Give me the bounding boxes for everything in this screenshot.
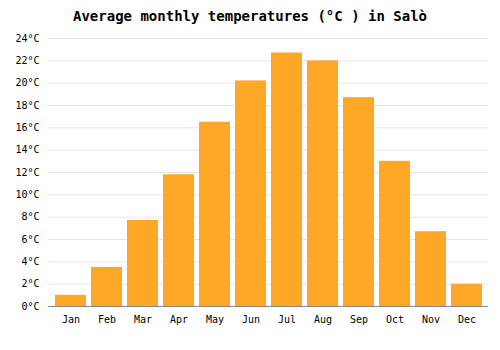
svg-text:4°C: 4°C bbox=[21, 256, 39, 267]
svg-text:2°C: 2°C bbox=[21, 278, 39, 289]
svg-text:Jul: Jul bbox=[278, 314, 296, 325]
svg-text:Feb: Feb bbox=[98, 314, 116, 325]
svg-text:12°C: 12°C bbox=[15, 167, 39, 178]
svg-text:8°C: 8°C bbox=[21, 211, 39, 222]
svg-text:Nov: Nov bbox=[422, 314, 440, 325]
svg-text:Jan: Jan bbox=[62, 314, 80, 325]
svg-text:Oct: Oct bbox=[386, 314, 404, 325]
svg-text:0°C: 0°C bbox=[21, 301, 39, 312]
svg-text:Mar: Mar bbox=[134, 314, 152, 325]
svg-text:Dec: Dec bbox=[458, 314, 476, 325]
svg-text:18°C: 18°C bbox=[15, 100, 39, 111]
svg-text:20°C: 20°C bbox=[15, 77, 39, 88]
html-text:Average monthly temperatures (: Average monthly temperatures (°C ) in Sa… bbox=[73, 8, 427, 24]
svg-text:Aug: Aug bbox=[314, 314, 332, 325]
svg-text:May: May bbox=[206, 314, 224, 325]
svg-text:10°C: 10°C bbox=[15, 189, 39, 200]
svg-text:Apr: Apr bbox=[170, 314, 188, 325]
svg-text:16°C: 16°C bbox=[15, 122, 39, 133]
svg-text:6°C: 6°C bbox=[21, 234, 39, 245]
svg-text:Sep: Sep bbox=[350, 314, 368, 325]
svg-text:24°C: 24°C bbox=[15, 33, 39, 44]
svg-text:14°C: 14°C bbox=[15, 144, 39, 155]
svg-text:22°C: 22°C bbox=[15, 55, 39, 66]
svg-text:Jun: Jun bbox=[242, 314, 260, 325]
